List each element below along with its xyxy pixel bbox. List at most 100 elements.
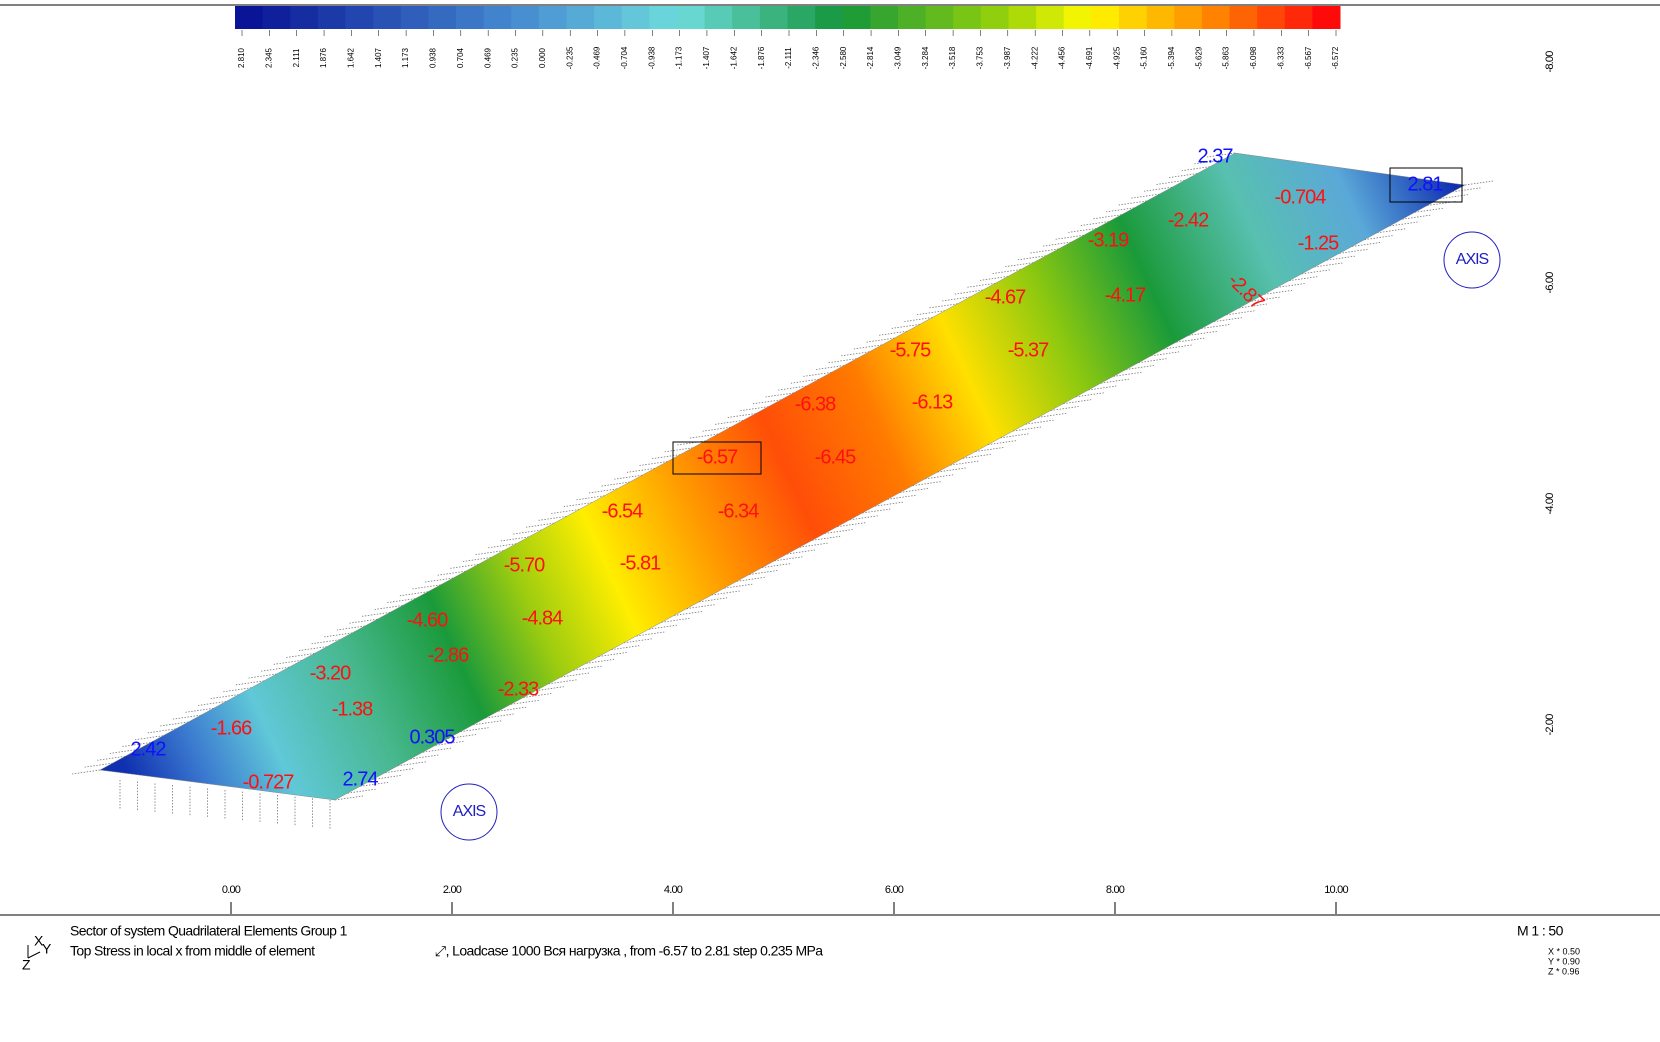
contour-label: 2.42 xyxy=(131,738,167,760)
colorbar-label: 1.407 xyxy=(374,47,383,68)
colorbar-label: 2.111 xyxy=(292,48,301,67)
colorbar-label: 2.810 xyxy=(237,47,246,68)
colorbar-cell xyxy=(815,6,843,29)
contour-label: -6.34 xyxy=(718,500,759,522)
x-tick-label: 8.00 xyxy=(1106,884,1125,896)
colorbar-cell xyxy=(788,6,816,29)
contour-label: 2.37 xyxy=(1198,145,1234,167)
colorbar-label: -6.333 xyxy=(1276,46,1285,69)
contour-label: -6.57 xyxy=(697,446,738,468)
scale-factor: Z * 0.96 xyxy=(1548,966,1580,976)
sector-text: Sector of system Quadrilateral Elements … xyxy=(70,923,348,939)
colorbar-cell xyxy=(346,6,374,29)
colorbar-cell xyxy=(401,6,429,29)
contour-label: 2.74 xyxy=(343,768,379,790)
contour-label: -0.727 xyxy=(243,771,295,793)
colorbar-cell xyxy=(843,6,871,29)
contour-label: -3.20 xyxy=(310,662,351,684)
colorbar-cell xyxy=(290,6,318,29)
colorbar-label: -4.691 xyxy=(1085,46,1094,69)
contour-label: -2.42 xyxy=(1168,209,1209,231)
loadcase-text: ⤢, Loadcase 1000 Вся нагрузка , from -6.… xyxy=(435,943,823,959)
colorbar-cell xyxy=(732,6,760,29)
x-tick-label: 6.00 xyxy=(885,884,904,896)
colorbar-label: -4.925 xyxy=(1112,46,1121,69)
y-tick-label: -4.00 xyxy=(1544,493,1556,515)
colorbar-cell xyxy=(456,6,484,29)
colorbar-label: -0.469 xyxy=(593,46,602,69)
colorbar-cell xyxy=(953,6,981,29)
colorbar-label: -6.567 xyxy=(1304,46,1313,69)
colorbar-cell xyxy=(318,6,346,29)
colorbar-cell xyxy=(622,6,650,29)
colorbar-label: 0.469 xyxy=(483,47,492,68)
colorbar-label: -2.580 xyxy=(839,46,848,69)
colorbar-label: -3.987 xyxy=(1003,46,1012,69)
colorbar-label: 0.000 xyxy=(538,47,547,68)
axis-icon-label: Y xyxy=(42,941,52,957)
x-tick-label: 4.00 xyxy=(664,884,683,896)
x-tick-label: 10.00 xyxy=(1324,884,1348,896)
axis-marker-label: AXIS xyxy=(453,803,486,820)
colorbar-label: -6.098 xyxy=(1249,46,1258,69)
contour-label: -5.81 xyxy=(620,552,661,574)
colorbar-cell xyxy=(1257,6,1285,29)
colorbar-label: 0.704 xyxy=(456,47,465,68)
contour-label: -5.37 xyxy=(1008,339,1049,361)
scale-factor: X * 0.50 xyxy=(1548,946,1580,956)
contour-label: -1.66 xyxy=(211,717,252,739)
colorbar-cell xyxy=(926,6,954,29)
contour-label: -2.33 xyxy=(498,678,539,700)
colorbar-cell xyxy=(1119,6,1147,29)
colorbar-label: -4.222 xyxy=(1030,46,1039,69)
contour-label: -4.60 xyxy=(407,609,448,631)
screen: 2.8102.3452.1111.8761.6421.4071.1730.938… xyxy=(0,0,1660,1042)
contour-label: 0.305 xyxy=(409,726,455,748)
plate xyxy=(100,153,1465,800)
colorbar-label: -0.938 xyxy=(647,46,656,69)
x-tick-label: 0.00 xyxy=(222,884,241,896)
colorbar-cell xyxy=(1064,6,1092,29)
colorbar-label: -3.049 xyxy=(894,46,903,69)
axis-icon-label: Z xyxy=(22,957,31,973)
colorbar-label: -1.876 xyxy=(757,46,766,69)
colorbar-cell xyxy=(1312,6,1340,29)
colorbar-cell xyxy=(235,6,263,29)
colorbar-label: -3.518 xyxy=(948,46,957,69)
x-tick-label: 2.00 xyxy=(443,884,462,896)
support xyxy=(72,770,100,774)
colorbar-cell xyxy=(1091,6,1119,29)
colorbar-label: 1.642 xyxy=(347,47,356,68)
colorbar-label: -5.160 xyxy=(1140,46,1149,69)
colorbar-label: -2.111 xyxy=(784,47,793,69)
colorbar-cell xyxy=(1230,6,1258,29)
colorbar-label: -5.863 xyxy=(1222,46,1231,69)
contour-label: -4.67 xyxy=(985,286,1026,308)
colorbar-cell xyxy=(1285,6,1313,29)
contour-label: -1.38 xyxy=(332,698,373,720)
contour-label: -3.19 xyxy=(1088,229,1129,251)
colorbar-cell xyxy=(649,6,677,29)
colorbar-label: -1.407 xyxy=(702,46,711,69)
colorbar-label: -4.456 xyxy=(1058,46,1067,69)
colorbar-cell xyxy=(373,6,401,29)
colorbar-label: 0.938 xyxy=(429,47,438,68)
contour-label: -5.75 xyxy=(890,339,931,361)
colorbar-cell xyxy=(760,6,788,29)
colorbar-cell xyxy=(1147,6,1175,29)
colorbar-cell xyxy=(705,6,733,29)
y-tick-label: -6.00 xyxy=(1544,272,1556,294)
colorbar-cell xyxy=(428,6,456,29)
colorbar-cell xyxy=(1202,6,1230,29)
colorbar-cell xyxy=(981,6,1009,29)
colorbar-label: 1.173 xyxy=(401,47,410,68)
contour-label: -6.38 xyxy=(795,393,836,415)
colorbar-label: -5.394 xyxy=(1167,46,1176,69)
colorbar-cell xyxy=(567,6,595,29)
y-tick-label: -2.00 xyxy=(1544,714,1556,736)
colorbar-label: 1.876 xyxy=(319,47,328,68)
contour-label: -1.25 xyxy=(1298,232,1339,254)
contour-label: -4.84 xyxy=(522,607,563,629)
colorbar-label: -0.704 xyxy=(620,46,629,69)
